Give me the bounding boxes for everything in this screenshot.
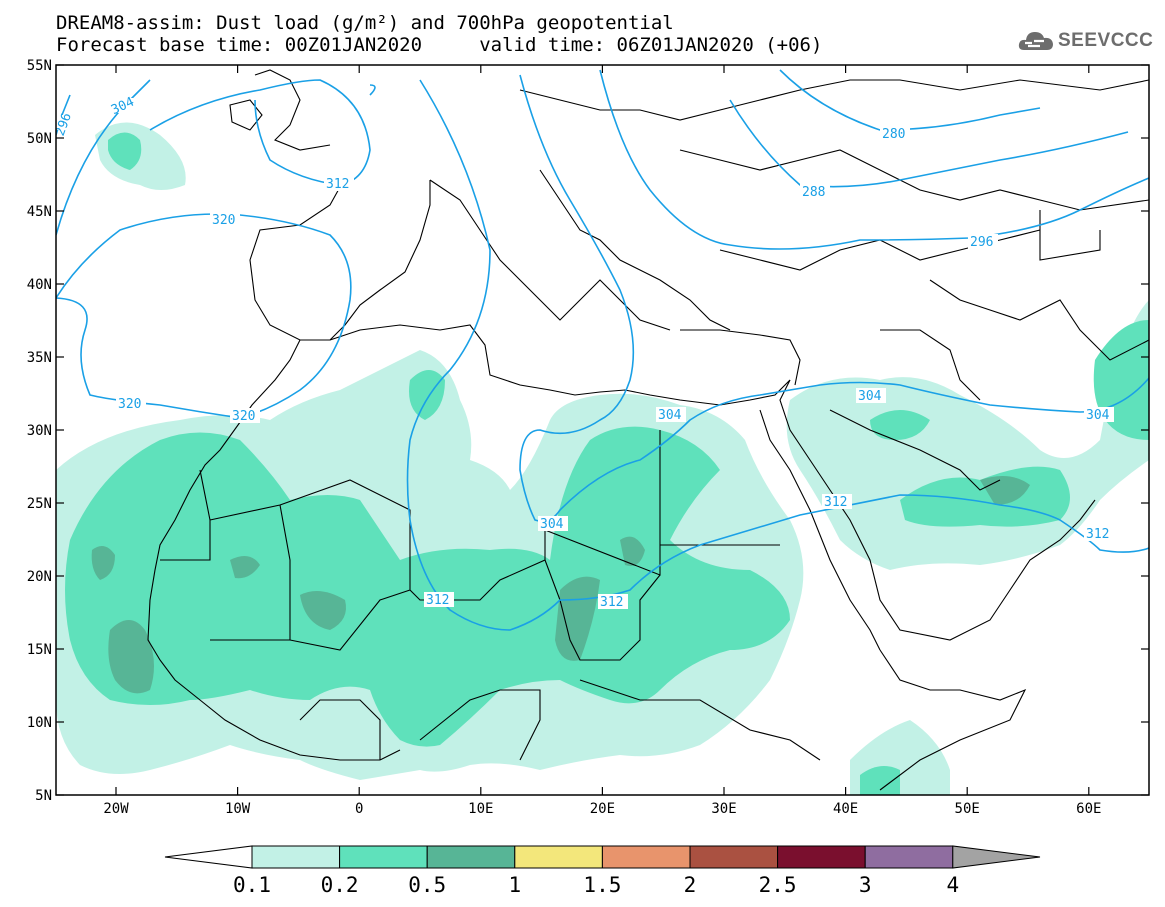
colorbar-label: 1 (508, 873, 521, 897)
colorbar-label: 3 (859, 873, 872, 897)
latitude-axis: 55N 50N 45N 40N 35N 30N 25N 20N 15N 10N 5N (27, 58, 1149, 804)
lon-tick-label: 50E (955, 801, 980, 817)
contour-label: 296 (970, 235, 993, 250)
colorbar-bin (251, 845, 341, 869)
colorbar-bin (601, 845, 691, 869)
colorbar-bin (426, 845, 516, 869)
contour-label: 304 (1086, 408, 1110, 423)
lat-tick-label: 20N (27, 569, 52, 585)
lon-tick-label: 20W (103, 801, 129, 817)
lat-tick-label: 30N (27, 423, 52, 439)
lat-tick-label: 25N (27, 496, 52, 512)
colorbar-bin (689, 845, 779, 869)
lat-tick-label: 45N (27, 204, 52, 220)
contour-label: 304 (540, 517, 564, 532)
contour-label: 280 (882, 127, 905, 142)
contour-label: 320 (118, 397, 141, 412)
lat-tick-label: 10N (27, 715, 52, 731)
dust-shading-dark (91, 476, 1030, 694)
seevccc-logo: SEEVCCC (1018, 28, 1153, 54)
colorbar-over-arrow (952, 845, 1041, 869)
contour-labels: 304 296 312 320 320 320 280 288 296 304 … (56, 95, 1114, 610)
colorbar-label: 4 (946, 873, 959, 897)
colorbar-bin (777, 845, 866, 869)
colorbar-label: 0.2 (321, 873, 359, 897)
contour-label: 312 (326, 177, 349, 192)
lon-tick-label: 60E (1076, 801, 1101, 817)
lon-tick-label: 10W (225, 801, 251, 817)
lon-tick-label: 20E (590, 801, 615, 817)
contour-label: 312 (600, 595, 623, 610)
lon-tick-label: 10E (468, 801, 493, 817)
cloud-icon (1018, 32, 1053, 50)
geopotential-contours (56, 69, 1149, 631)
dust-shading-medium (65, 132, 1149, 795)
colorbar-bin (339, 845, 428, 869)
map-subtitle: Forecast base time: 00Z01JAN2020 valid t… (56, 34, 823, 56)
colorbar-label: 1.5 (583, 873, 621, 897)
contour-label: 312 (426, 593, 449, 608)
lat-tick-label: 50N (27, 131, 52, 147)
lon-tick-label: 0 (355, 801, 363, 817)
contour-label: 320 (212, 213, 235, 228)
longitude-axis: 20W 10W 0 10E 20E 30E 40E 50E 60E (103, 65, 1101, 817)
contour-label: 312 (824, 495, 847, 510)
map-title: DREAM8-assim: Dust load (g/m²) and 700hP… (56, 12, 674, 34)
contour-label: 312 (1086, 527, 1109, 542)
contour-label: 304 (858, 389, 882, 404)
colorbar-bin (514, 845, 603, 869)
lat-tick-label: 40N (27, 277, 52, 293)
contour-label: 320 (232, 409, 255, 424)
logo-text: SEEVCCC (1058, 30, 1154, 51)
contour-label: 304 (658, 408, 682, 423)
contour-label: 288 (802, 185, 825, 200)
lat-tick-label: 15N (27, 642, 52, 658)
lat-tick-label: 55N (27, 58, 52, 74)
colorbar-label: 2.5 (759, 873, 797, 897)
colorbar-label: 0.5 (408, 873, 446, 897)
colorbar: 0.1 0.2 0.5 1 1.5 2 2.5 3 4 (164, 845, 1041, 897)
lon-tick-label: 40E (833, 801, 858, 817)
colorbar-label: 0.1 (233, 873, 271, 897)
colorbar-label: 2 (684, 873, 697, 897)
lon-tick-label: 30E (711, 801, 736, 817)
lat-tick-label: 35N (27, 350, 52, 366)
colorbar-bin (864, 845, 954, 869)
colorbar-under-arrow (164, 845, 253, 869)
lat-tick-label: 5N (35, 788, 52, 804)
